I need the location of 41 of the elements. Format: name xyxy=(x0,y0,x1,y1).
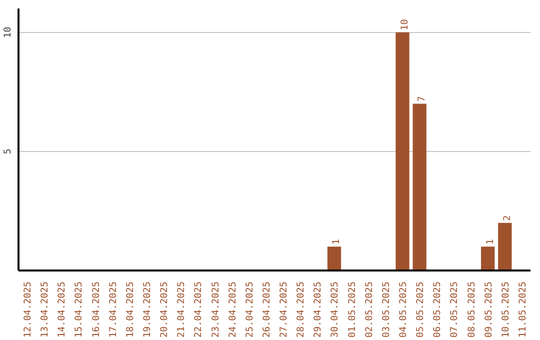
x-tick-label: 15.04.2025 xyxy=(74,281,85,338)
x-tick-label: 17.04.2025 xyxy=(108,281,119,338)
bar xyxy=(327,246,342,270)
x-tick-label: 28.04.2025 xyxy=(296,281,307,338)
data-label: 1 xyxy=(331,239,342,245)
x-tick-label: 24.04.2025 xyxy=(227,281,238,338)
x-tick-label: 22.04.2025 xyxy=(193,281,204,338)
bar xyxy=(498,222,512,270)
x-tick-label: 29.04.2025 xyxy=(312,281,324,338)
x-tick-label: 27.04.2025 xyxy=(278,281,290,338)
x-tick-label: 04.05.2025 xyxy=(398,281,409,338)
x-tick-label: 16.04.2025 xyxy=(90,281,102,338)
bar xyxy=(412,104,426,270)
x-tick-label: 21.04.2025 xyxy=(176,281,188,338)
x-tick-label: 20.04.2025 xyxy=(159,281,170,338)
x-tick-label: 01.05.2025 xyxy=(346,281,358,338)
y-tick-label: 5 xyxy=(2,148,14,154)
x-tick-label: 07.05.2025 xyxy=(449,281,460,338)
data-label: 7 xyxy=(416,96,428,102)
bar xyxy=(396,32,410,270)
x-tick-label: 03.05.2025 xyxy=(380,281,392,338)
x-tick-label: 19.04.2025 xyxy=(142,281,153,338)
x-tick-label: 18.04.2025 xyxy=(124,281,136,338)
x-tick-label: 14.04.2025 xyxy=(56,281,68,338)
data-label: 2 xyxy=(502,215,513,221)
x-tick-label: 30.04.2025 xyxy=(330,281,341,338)
x-tick-label: 05.05.2025 xyxy=(415,281,426,338)
x-tick-label: 09.05.2025 xyxy=(483,281,494,338)
x-tick-label: 02.05.2025 xyxy=(364,281,375,338)
x-tick-label: 23.04.2025 xyxy=(210,281,222,338)
x-tick-label: 06.05.2025 xyxy=(432,281,444,338)
x-tick-label: 11.05.2025 xyxy=(517,281,528,338)
x-tick-label: 08.05.2025 xyxy=(466,281,478,338)
x-tick-label: 12.04.2025 xyxy=(22,281,34,338)
bar xyxy=(481,246,495,270)
x-tick-label: 26.04.2025 xyxy=(261,281,272,338)
data-label: 10 xyxy=(400,18,410,30)
x-tick-label: 13.04.2025 xyxy=(40,281,51,338)
x-tick-label: 25.04.2025 xyxy=(244,281,256,338)
data-label: 1 xyxy=(484,239,496,245)
x-tick-label: 10.05.2025 xyxy=(500,281,512,338)
